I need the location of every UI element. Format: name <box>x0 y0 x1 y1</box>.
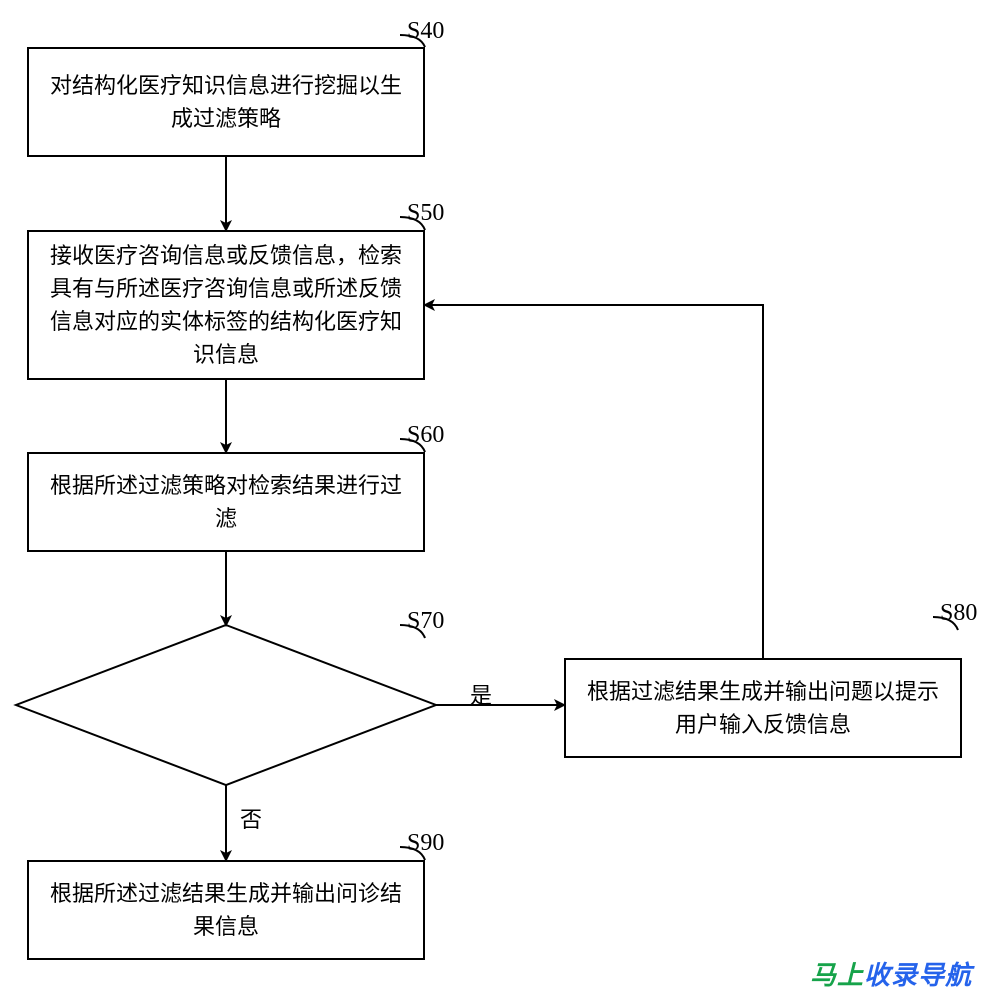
node-s60: 根据所述过滤策略对检索结果进行过滤 <box>27 452 425 552</box>
label-s90: S90 <box>407 830 444 857</box>
node-s70-line1: 根据预设规则 <box>70 662 382 693</box>
node-s90: 根据所述过滤结果生成并输出问诊结果信息 <box>27 860 425 960</box>
node-s70-line2: 对过滤结果进行判断是否 <box>70 693 382 724</box>
edge-s80-s50 <box>425 305 763 658</box>
node-s50: 接收医疗咨询信息或反馈信息，检索具有与所述医疗咨询信息或所述反馈信息对应的实体标… <box>27 230 425 380</box>
node-s90-text: 根据所述过滤结果生成并输出问诊结果信息 <box>41 877 411 943</box>
watermark: 马上收录导航 <box>810 955 972 992</box>
node-s70-line3: 提问？ <box>70 724 382 755</box>
node-s50-text: 接收医疗咨询信息或反馈信息，检索具有与所述医疗咨询信息或所述反馈信息对应的实体标… <box>41 239 411 371</box>
node-s80-text: 根据过滤结果生成并输出问题以提示用户输入反馈信息 <box>578 675 948 741</box>
edge-label-yes: 是 <box>470 678 492 710</box>
label-s70: S70 <box>407 608 444 635</box>
node-s70-text: 根据预设规则 对过滤结果进行判断是否 提问？ <box>70 662 382 754</box>
label-s50: S50 <box>407 200 444 227</box>
node-s40: 对结构化医疗知识信息进行挖掘以生成过滤策略 <box>27 47 425 157</box>
label-s80: S80 <box>940 600 977 627</box>
node-s60-text: 根据所述过滤策略对检索结果进行过滤 <box>41 469 411 535</box>
label-s40: S40 <box>407 18 444 45</box>
edge-label-no: 否 <box>240 802 262 834</box>
node-s80: 根据过滤结果生成并输出问题以提示用户输入反馈信息 <box>564 658 962 758</box>
node-s40-text: 对结构化医疗知识信息进行挖掘以生成过滤策略 <box>41 69 411 135</box>
label-s60: S60 <box>407 422 444 449</box>
